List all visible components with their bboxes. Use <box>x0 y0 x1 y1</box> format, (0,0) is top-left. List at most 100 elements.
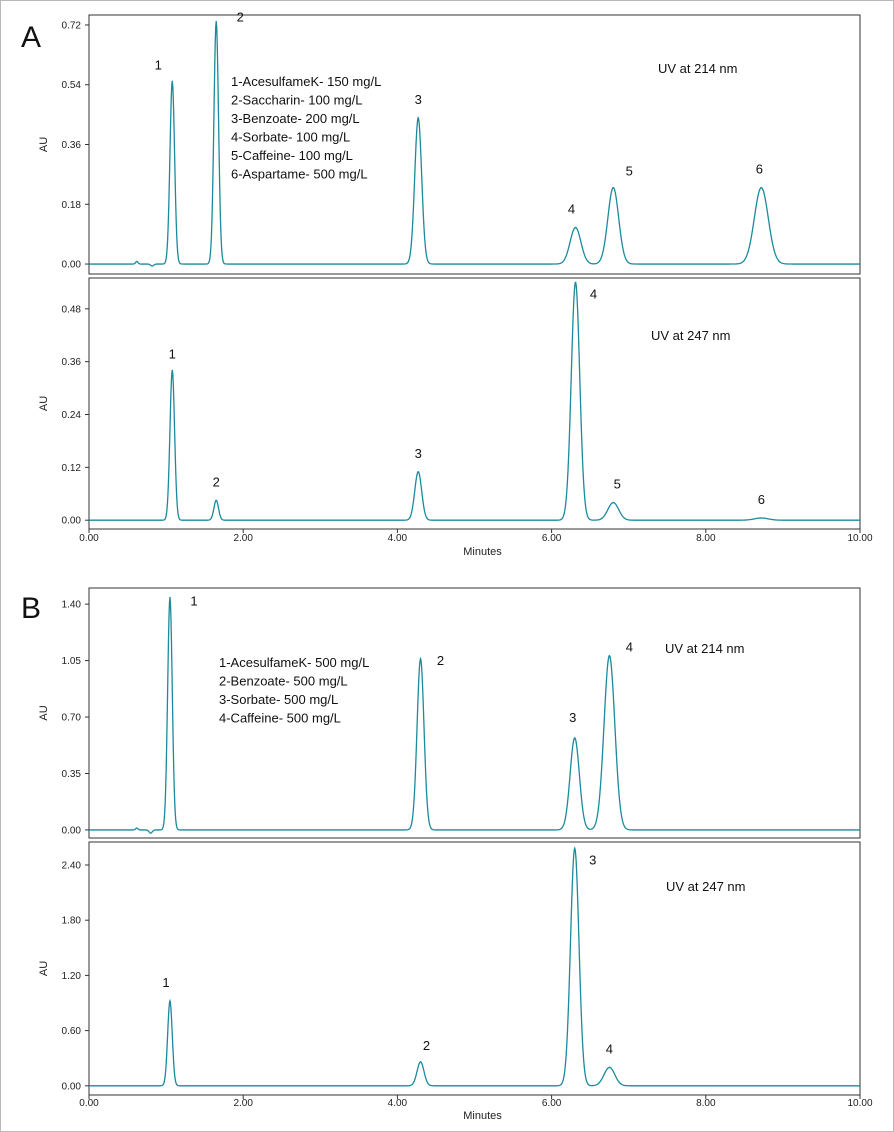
uv-wavelength-label: UV at 247 nm <box>666 879 746 894</box>
y-tick-label: 0.35 <box>62 769 82 780</box>
peak-apex <box>573 737 576 739</box>
peak-label-2: 2 <box>213 474 220 489</box>
y-tick-label: 0.12 <box>62 463 82 474</box>
panel-letter-b: B <box>21 592 41 625</box>
peak-apex <box>171 369 174 372</box>
chromatogram-trace <box>89 846 860 1087</box>
peak-label-1: 1 <box>155 57 162 72</box>
y-tick-label: 0.36 <box>62 357 82 368</box>
peak-label-1: 1 <box>190 594 197 609</box>
y-tick-label: 0.00 <box>62 1081 82 1092</box>
y-tick-label: 0.00 <box>62 825 82 836</box>
chromatogram-trace <box>89 21 860 267</box>
chromatogram-trace <box>89 597 860 834</box>
peak-apex <box>215 20 218 23</box>
peak-apex <box>169 1000 171 1002</box>
peak-apex <box>608 654 611 657</box>
y-tick-label: 0.70 <box>62 713 82 724</box>
x-tick-label: 0.00 <box>79 533 99 544</box>
peak-label-1: 1 <box>169 346 176 361</box>
legend-entry: 3-Benzoate- 200 mg/L <box>231 111 360 126</box>
chromatogram-plot-4: 0.00 0.60 1.20 1.80 2.40 AU 0.00 2.00 4.00 6.00 8.… <box>38 841 873 1122</box>
peak-apex <box>574 281 577 284</box>
y-tick-label: 0.24 <box>62 410 82 421</box>
legend-entry: 6-Aspartame- 500 mg/L <box>231 167 368 182</box>
peak-label-5: 5 <box>614 477 621 492</box>
peak-label-1: 1 <box>162 975 169 990</box>
peak-apex <box>171 80 174 83</box>
legend-entry: 4-Sorbate- 100 mg/L <box>231 130 350 145</box>
x-tick-label: 6.00 <box>542 1098 562 1109</box>
peak-label-6: 6 <box>758 492 765 507</box>
x-axis-title: Minutes <box>463 546 502 558</box>
peak-apex <box>215 499 218 502</box>
y-axis-title: AU <box>38 137 50 152</box>
plot-frame <box>88 587 861 839</box>
peak-apex <box>574 226 577 229</box>
y-tick-label: 0.54 <box>62 80 82 91</box>
y-tick-label: 0.72 <box>62 20 82 31</box>
x-tick-label: 4.00 <box>388 533 408 544</box>
peak-label-4: 4 <box>626 640 633 655</box>
x-tick-label: 2.00 <box>233 533 253 544</box>
peak-label-3: 3 <box>569 710 576 725</box>
x-axis-title: Minutes <box>463 1110 502 1122</box>
peak-apex <box>419 1061 422 1063</box>
peak-apex <box>417 470 420 473</box>
y-tick-label: 1.80 <box>62 916 82 927</box>
peak-apex <box>760 186 763 189</box>
peak-apex <box>417 117 420 119</box>
legend-entry: 1-AcesulfameK- 150 mg/L <box>231 74 381 89</box>
y-tick-label: 1.05 <box>62 656 82 667</box>
peak-label-5: 5 <box>626 164 633 179</box>
y-axis-title: AU <box>38 396 50 411</box>
y-axis-title: AU <box>38 961 50 976</box>
peak-apex <box>169 596 171 599</box>
peak-label-3: 3 <box>589 852 596 867</box>
legend-entry: 1-AcesulfameK- 500 mg/L <box>219 655 369 670</box>
peak-label-3: 3 <box>415 92 422 107</box>
chromatogram-plot-3: 0.00 0.35 0.70 1.05 1.40 AU 1 2 3 4 1-AcesulfameK-… <box>38 587 861 839</box>
y-tick-label: 0.36 <box>62 140 82 151</box>
x-tick-label: 0.00 <box>79 1098 99 1109</box>
peak-apex <box>612 501 615 504</box>
peak-label-2: 2 <box>437 653 444 668</box>
peak-label-3: 3 <box>415 446 422 461</box>
legend-entry: 5-Caffeine- 100 mg/L <box>231 148 353 163</box>
legend-entry: 2-Saccharin- 100 mg/L <box>231 93 363 108</box>
y-tick-label: 0.00 <box>62 260 82 271</box>
x-tick-label: 4.00 <box>388 1098 408 1109</box>
x-tick-label: 2.00 <box>233 1098 253 1109</box>
x-tick-label: 8.00 <box>696 533 716 544</box>
y-tick-label: 0.48 <box>62 304 82 315</box>
y-tick-label: 1.40 <box>62 600 82 611</box>
y-tick-label: 1.20 <box>62 971 82 982</box>
y-tick-label: 0.60 <box>62 1026 82 1037</box>
x-tick-label: 6.00 <box>542 533 562 544</box>
uv-wavelength-label: UV at 214 nm <box>665 641 745 656</box>
plot-frame <box>88 277 861 530</box>
legend-entry: 2-Benzoate- 500 mg/L <box>219 674 348 689</box>
peak-label-2: 2 <box>423 1038 430 1053</box>
peak-label-4: 4 <box>568 202 575 217</box>
legend-entry: 4-Caffeine- 500 mg/L <box>219 711 341 726</box>
peak-apex <box>612 186 615 189</box>
peak-label-4: 4 <box>606 1041 613 1056</box>
chromatogram-plot-2: 0.00 0.12 0.24 0.36 0.48 AU 0.00 2.00 4.00 6.00 8.… <box>38 277 873 558</box>
chromatogram-trace <box>89 281 860 521</box>
legend-entry: 3-Sorbate- 500 mg/L <box>219 692 338 707</box>
chromatogram-plot-1: 0.00 0.18 0.36 0.54 0.72 AU 1 2 3 4 5 6 1-Acesulfame… <box>38 10 861 275</box>
x-tick-label: 10.00 <box>847 1098 872 1109</box>
x-tick-label: 10.00 <box>847 533 872 544</box>
peak-apex <box>419 658 422 660</box>
y-tick-label: 2.40 <box>62 861 82 872</box>
y-tick-label: 0.18 <box>62 200 82 211</box>
panel-letter-a: A <box>21 21 41 54</box>
x-tick-label: 8.00 <box>696 1098 716 1109</box>
peak-apex <box>573 847 576 850</box>
uv-wavelength-label: UV at 247 nm <box>651 328 731 343</box>
peak-label-2: 2 <box>237 10 244 25</box>
y-tick-label: 0.00 <box>62 516 82 527</box>
